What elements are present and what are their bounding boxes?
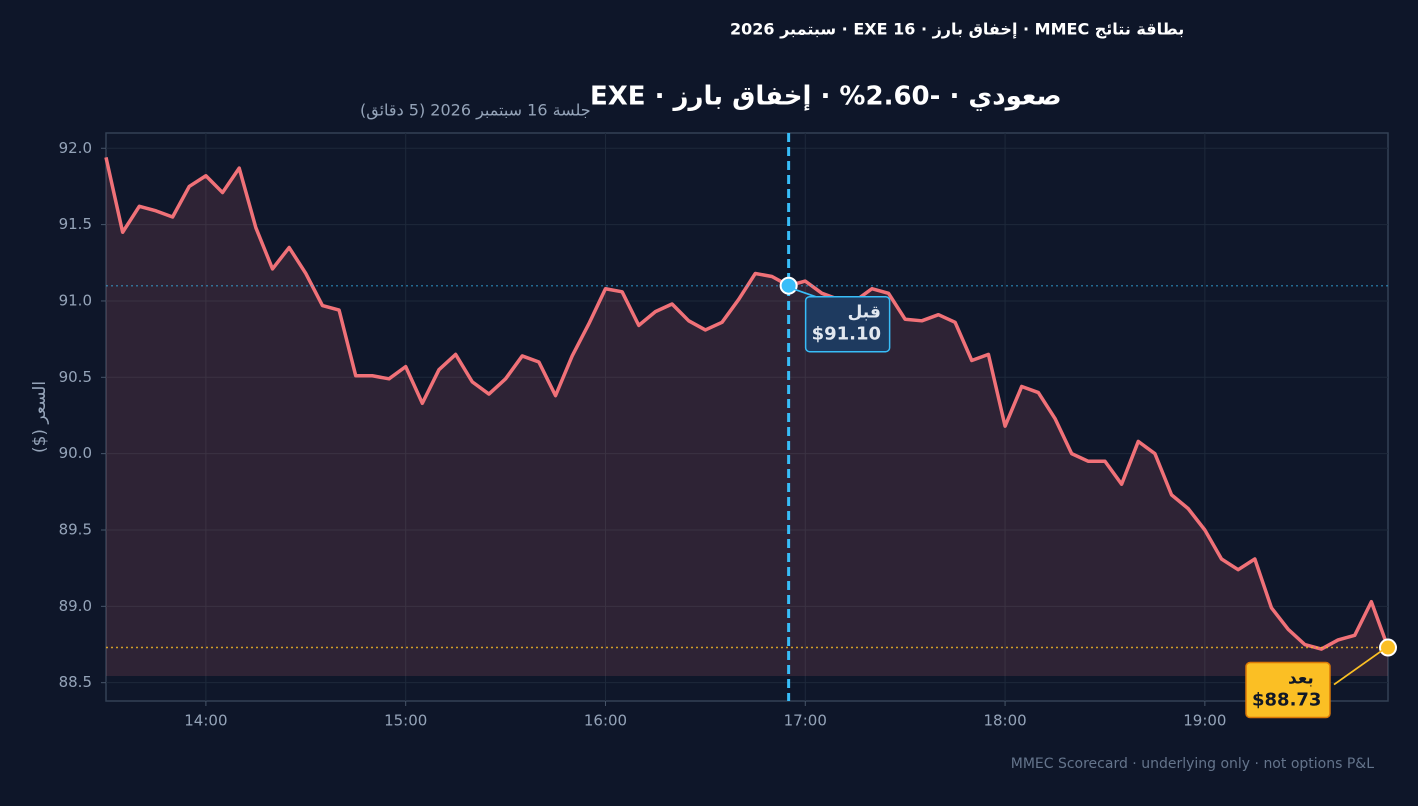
y-axis-label: السعر ($) — [30, 381, 50, 453]
callout-value: $91.10 — [812, 324, 881, 345]
y-tick-label: 91.5 — [59, 215, 92, 233]
line — [104, 157, 1390, 651]
y-tick-label: 88.5 — [59, 673, 92, 691]
x-tick-label: 19:00 — [1183, 712, 1226, 730]
callout-box — [804, 295, 891, 353]
callout-arrow — [792, 287, 816, 298]
footer: MMEC Scorecard · underlying only · not o… — [1011, 756, 1374, 772]
chart-title: صعودي · -2.60% · إخفاق بارز · EXE — [590, 82, 1062, 112]
event-marker — [1379, 638, 1397, 657]
callout-label: بعد — [1288, 669, 1314, 689]
x-tick-label: 17:00 — [784, 712, 827, 730]
y-tick-label: 90.0 — [59, 444, 92, 462]
x-tick-label: 18:00 — [983, 712, 1026, 730]
callout-label: قبل — [848, 303, 881, 323]
y-tick-label: 90.5 — [59, 368, 92, 386]
y-tick-label: 89.5 — [59, 520, 92, 538]
callout-value: $88.73 — [1252, 690, 1321, 711]
y-tick-label: 91.0 — [59, 291, 92, 309]
y-tick-label: 89.0 — [59, 597, 92, 615]
event-marker — [779, 276, 798, 295]
x-tick-label: 14:00 — [184, 712, 227, 730]
callout-arrow — [1333, 649, 1383, 686]
line-area — [106, 157, 1388, 676]
y-tick-label: 92.0 — [59, 139, 92, 157]
x-tick-label: 16:00 — [584, 712, 627, 730]
callout-box — [1245, 661, 1331, 719]
page-header: بطاقة نتائج MMEC · إخفاق بارز · 16 EXE ·… — [730, 20, 1184, 39]
x-tick-label: 15:00 — [384, 712, 427, 730]
chart-subtitle: جلسة 16 سبتمبر 2026 (5 دقائق) — [360, 101, 591, 121]
